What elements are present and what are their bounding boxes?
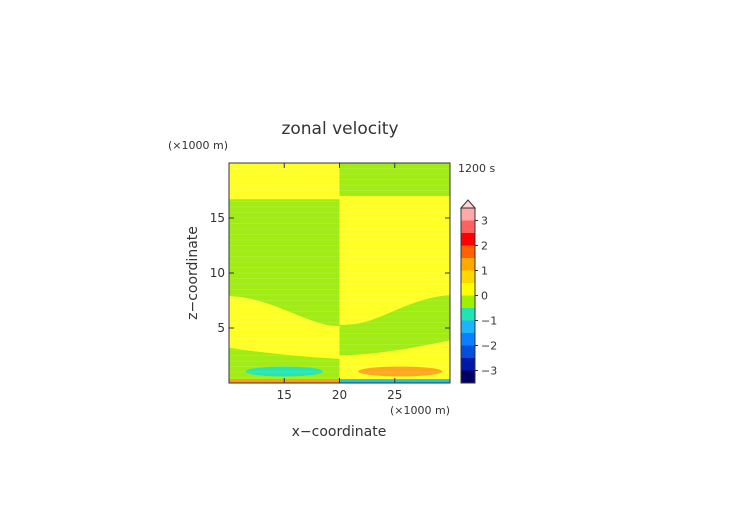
colorbar-segment: [461, 283, 475, 296]
velocity-field: [229, 162, 450, 384]
colorbar-tick-label: 2: [481, 240, 488, 253]
colorbar-segment: [461, 245, 475, 258]
region-right-negative-top: [339, 163, 450, 196]
colorbar-segment: [461, 233, 475, 246]
x-unit-label: (×1000 m): [390, 404, 450, 417]
colorbar-segment: [461, 270, 475, 283]
y-tick-label: 5: [217, 321, 225, 335]
colorbar-tick-label: 0: [481, 290, 488, 303]
colorbar-segment: [461, 308, 475, 321]
region-right-negative-mid: [339, 295, 450, 356]
colorbar-segment: [461, 220, 475, 233]
colorbar-segment: [461, 208, 475, 221]
x-tick-label: 15: [277, 388, 292, 402]
colorbar-segment: [461, 345, 475, 358]
x-tick-label: 25: [387, 388, 402, 402]
colorbar: 3 2 1 0 −1 −2 −3: [459, 199, 497, 384]
colorbar-segment: [461, 370, 475, 383]
region-left-negative-upper: [229, 199, 340, 326]
region-right-positive-core: [358, 366, 443, 377]
y-tick-label: 15: [210, 211, 225, 225]
y-tick-label: 10: [210, 266, 225, 280]
x-tick-label: 20: [332, 388, 347, 402]
colorbar-tick-label: 1: [481, 265, 488, 278]
colorbar-extend-arrow: [459, 199, 477, 209]
y-axis: 5 10 15: [210, 211, 450, 335]
chart-title: zonal velocity: [281, 119, 398, 139]
time-label: 1200 s: [458, 162, 495, 175]
x-axis: 15 20 25: [277, 163, 402, 402]
colorbar-segment: [461, 358, 475, 371]
y-axis-label: z−coordinate: [185, 226, 201, 320]
region-left-negative-core: [245, 366, 323, 377]
colorbar-tick-label: −3: [481, 365, 497, 378]
colorbar-segment: [461, 295, 475, 308]
colorbar-tick-label: −2: [481, 340, 497, 353]
colorbar-tick-label: 3: [481, 215, 488, 228]
colorbar-segment: [461, 320, 475, 333]
x-axis-label: x−coordinate: [292, 424, 387, 440]
colorbar-segment: [461, 333, 475, 346]
y-unit-label: (×1000 m): [168, 139, 228, 152]
colorbar-tick-label: −1: [481, 315, 497, 328]
colorbar-segment: [461, 258, 475, 271]
